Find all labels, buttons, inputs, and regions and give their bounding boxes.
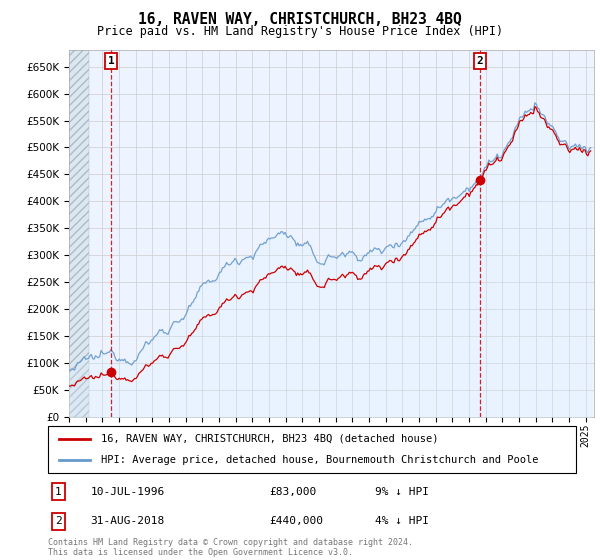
Text: 1: 1 (108, 56, 115, 66)
Bar (69, 50, 89, 417)
Text: 31-AUG-2018: 31-AUG-2018 (90, 516, 164, 526)
FancyBboxPatch shape (48, 426, 576, 473)
Text: 2: 2 (477, 56, 484, 66)
Text: £440,000: £440,000 (270, 516, 324, 526)
Text: 1: 1 (55, 487, 62, 497)
Text: 16, RAVEN WAY, CHRISTCHURCH, BH23 4BQ (detached house): 16, RAVEN WAY, CHRISTCHURCH, BH23 4BQ (d… (101, 434, 438, 444)
Text: 9% ↓ HPI: 9% ↓ HPI (376, 487, 430, 497)
Text: 10-JUL-1996: 10-JUL-1996 (90, 487, 164, 497)
Text: Price paid vs. HM Land Registry's House Price Index (HPI): Price paid vs. HM Land Registry's House … (97, 25, 503, 38)
Text: HPI: Average price, detached house, Bournemouth Christchurch and Poole: HPI: Average price, detached house, Bour… (101, 455, 538, 465)
Text: 4% ↓ HPI: 4% ↓ HPI (376, 516, 430, 526)
Text: 16, RAVEN WAY, CHRISTCHURCH, BH23 4BQ: 16, RAVEN WAY, CHRISTCHURCH, BH23 4BQ (138, 12, 462, 27)
Text: £83,000: £83,000 (270, 487, 317, 497)
Text: 2: 2 (55, 516, 62, 526)
Text: Contains HM Land Registry data © Crown copyright and database right 2024.
This d: Contains HM Land Registry data © Crown c… (48, 538, 413, 557)
